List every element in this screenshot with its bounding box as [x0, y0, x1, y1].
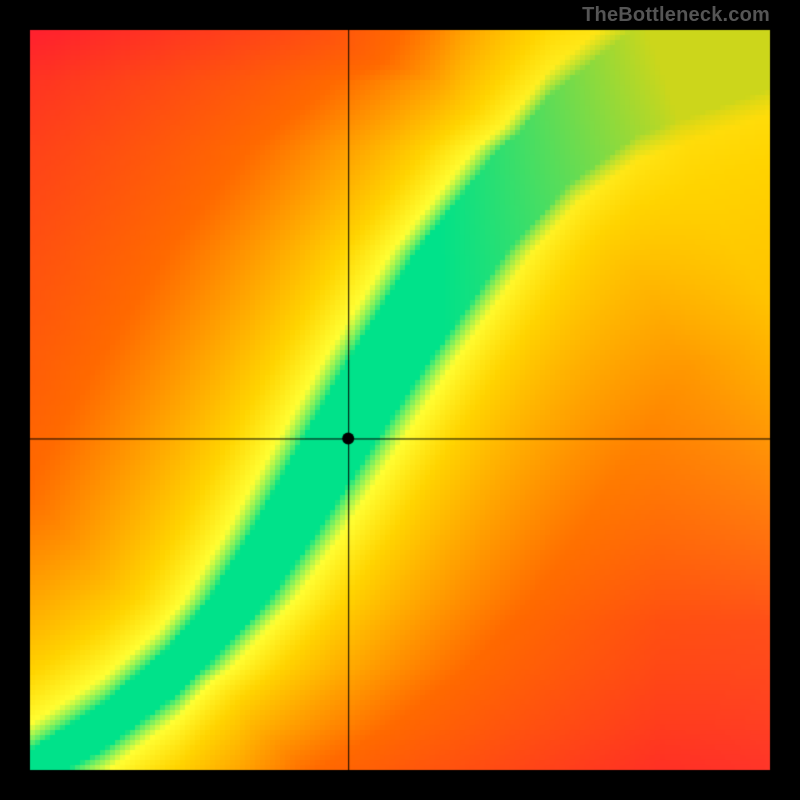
bottleneck-heatmap — [0, 0, 800, 800]
watermark-text: TheBottleneck.com — [582, 4, 770, 27]
chart-container: TheBottleneck.com — [0, 0, 800, 800]
